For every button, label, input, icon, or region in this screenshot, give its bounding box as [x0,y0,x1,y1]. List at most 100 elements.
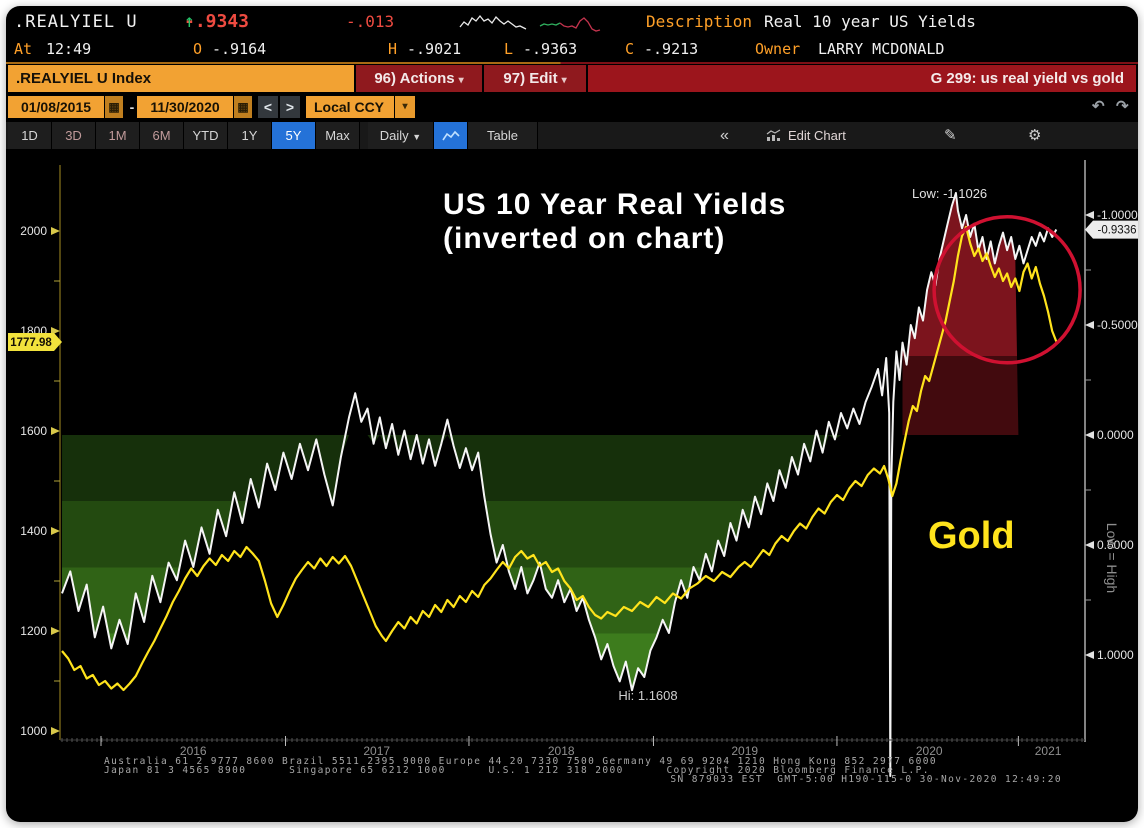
edit-chart-icon [766,129,781,141]
frequency-dropdown[interactable]: Daily ▼ [368,122,434,149]
table-button[interactable]: Table [468,122,538,149]
prev-period-button[interactable]: < [258,96,278,118]
svg-text:SN 879033 EST GMT-5:00 H190-1: SN 879033 EST GMT-5:00 H190-115-0 30-Nov… [670,774,1062,785]
period-tab-1y[interactable]: 1Y [228,122,272,149]
chevron-down-icon: ▾ [561,75,567,86]
chevron-down-icon[interactable]: ▾ [395,96,415,118]
owner-value: LARRY MCDONALD [818,40,945,58]
svg-text:1777.98: 1777.98 [10,337,52,349]
actions-menu-button[interactable]: 96) Actions ▾ [356,65,482,92]
chart-title-line2: (inverted on chart) [443,222,725,255]
terminal-footer-text: Australia 61 2 9777 8600 Brazil 5511 239… [104,756,1062,785]
collapse-panel-button[interactable]: « [720,127,729,144]
yield-last-price-tag: -0.9336 [1085,220,1138,239]
ohlc-header: At 12:49 O -.9164 H -.9021 L -.9363 C -.… [6,36,1138,62]
chart-title-bar: G 299: us real yield vs gold [588,65,1136,92]
calendar-icon[interactable]: ▦ [234,96,252,118]
description-value: Real 10 year US Yields [764,12,976,31]
line-chart-icon [441,130,460,140]
right-axis-note: Low = High [1104,523,1120,593]
period-tab-6m[interactable]: 6M [140,122,184,149]
svg-text:1.0000: 1.0000 [1097,648,1134,662]
date-range-bar: 01/08/2015 ▦ - 11/30/2020 ▦ < > Local CC… [6,94,1138,121]
description-label: Description [646,12,752,31]
calendar-icon[interactable]: ▦ [105,96,123,118]
comparison-sparkline-icon [539,17,601,32]
close-value: -.9213 [644,40,699,58]
low-label: L [504,40,514,58]
intraday-sparkline-icon [459,14,527,30]
chart-annotations: US 10 Year Real Yields(inverted on chart… [443,186,1082,703]
low-value: -.9363 [523,40,578,58]
period-tab-1d[interactable]: 1D [8,122,52,149]
quote-header: .REALYIEL U ↑ -.9343 -.013 Description Re… [6,8,1138,36]
currency-select[interactable]: Local CCY [306,96,394,118]
svg-text:2018: 2018 [548,744,575,758]
svg-text:2019: 2019 [731,744,758,758]
function-titlebar: .REALYIEL U Index 96) Actions ▾ 97) Edit ▾… [6,64,1138,93]
period-tab-5y[interactable]: 5Y [272,122,316,149]
edit-chart-button[interactable]: Edit Chart [766,122,846,149]
period-tab-3d[interactable]: 3D [52,122,96,149]
header-divider [6,62,1138,64]
high-value: -.9021 [407,40,462,58]
next-period-button[interactable]: > [280,96,300,118]
edit-menu-button[interactable]: 97) Edit ▾ [484,65,586,92]
highlight-circle-annotation [932,215,1082,365]
period-tab-max[interactable]: Max [316,122,360,149]
at-time: 12:49 [46,40,92,58]
svg-text:1000: 1000 [20,724,47,738]
up-arrow-icon: ↑ [184,11,195,32]
settings-gear-icon[interactable]: ⚙ [1028,127,1042,144]
at-label: At [14,40,33,58]
svg-text:1400: 1400 [20,524,47,538]
x-axis: 2016 2017 2018 2019 2020 2021 [61,736,1083,758]
open-value: -.9164 [212,40,267,58]
close-label: C [625,40,635,58]
period-tab-ytd[interactable]: YTD [184,122,228,149]
bloomberg-terminal-window: .REALYIEL U ↑ -.9343 -.013 Description Re… [6,6,1138,822]
last-price-value: -.9343 [184,11,250,32]
chart-toolbar: 1D 3D 1M 6M YTD 1Y 5Y Max Daily ▼ Table « Edit … [6,122,1138,149]
end-date-field[interactable]: 11/30/2020 [137,96,233,118]
annotate-icon[interactable]: ✎ [944,127,957,144]
security-field[interactable]: .REALYIEL U Index [8,65,354,92]
right-axis: -1.0000 -0.5000 0.0000 0.5000 1.0000 [1085,208,1138,662]
real-yield-line [61,192,1058,777]
svg-text:2000: 2000 [20,224,47,238]
low-point-annotation: Low: -1.1026 [912,186,987,201]
redo-icon[interactable]: ↷ [1116,98,1129,115]
chart-type-button[interactable] [434,122,468,149]
period-tabs: 1D 3D 1M 6M YTD 1Y 5Y Max [8,122,360,149]
svg-text:-0.9336: -0.9336 [1097,225,1136,237]
svg-text:0.5000: 0.5000 [1097,538,1134,552]
period-tab-1m[interactable]: 1M [96,122,140,149]
svg-text:2020: 2020 [916,744,943,758]
gold-line [61,225,1058,692]
ticker-symbol: .REALYIEL U [14,12,138,32]
date-separator: - [129,99,135,115]
svg-text:0.0000: 0.0000 [1097,428,1134,442]
svg-text:2016: 2016 [180,744,207,758]
high-label: H [388,40,398,58]
price-chart[interactable]: 100012001400160018002000-1.0000-0.50000.… [6,148,1138,822]
svg-text:Australia 61 2 9777 8600 Brazi: Australia 61 2 9777 8600 Brazil 5511 239… [104,756,937,767]
svg-text:Japan 81 3 4565 8900 Sing: Japan 81 3 4565 8900 Singapore 65 6212 1… [104,765,930,776]
net-change: -.013 [346,12,395,31]
last-price: ↑ -.9343 [184,8,249,36]
svg-text:1200: 1200 [20,624,47,638]
start-date-field[interactable]: 01/08/2015 [8,96,104,118]
owner-label: Owner [755,40,801,58]
gold-series-label: Gold [928,515,1015,557]
hi-point-annotation: Hi: 1.1608 [618,688,677,703]
open-label: O [193,40,203,58]
chevron-down-icon: ▾ [458,75,464,86]
svg-text:-0.5000: -0.5000 [1097,318,1138,332]
svg-text:-1.0000: -1.0000 [1097,208,1138,222]
chart-title-line1: US 10 Year Real Yields [443,188,786,221]
svg-text:1600: 1600 [20,424,47,438]
undo-icon[interactable]: ↶ [1092,98,1105,115]
gold-last-price-tag: 1777.98 [8,333,62,352]
